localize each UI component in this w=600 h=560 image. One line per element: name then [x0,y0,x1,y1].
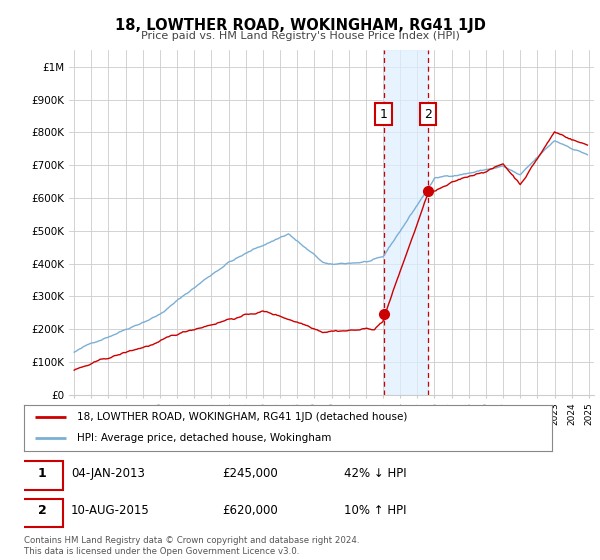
Text: 1: 1 [38,466,47,479]
Text: 2: 2 [38,505,47,517]
Text: HPI: Average price, detached house, Wokingham: HPI: Average price, detached house, Woki… [77,433,331,444]
Text: 2: 2 [424,108,432,121]
Text: 1: 1 [380,108,388,121]
Text: 42% ↓ HPI: 42% ↓ HPI [344,466,407,479]
Text: 10% ↑ HPI: 10% ↑ HPI [344,505,407,517]
Text: Price paid vs. HM Land Registry's House Price Index (HPI): Price paid vs. HM Land Registry's House … [140,31,460,41]
Text: 04-JAN-2013: 04-JAN-2013 [71,466,145,479]
Text: 18, LOWTHER ROAD, WOKINGHAM, RG41 1JD: 18, LOWTHER ROAD, WOKINGHAM, RG41 1JD [115,18,485,33]
Bar [383,50,428,395]
FancyBboxPatch shape [21,461,62,489]
FancyBboxPatch shape [21,499,62,528]
Text: £620,000: £620,000 [223,505,278,517]
Text: 10-AUG-2015: 10-AUG-2015 [71,505,149,517]
Text: £245,000: £245,000 [223,466,278,479]
Text: 18, LOWTHER ROAD, WOKINGHAM, RG41 1JD (detached house): 18, LOWTHER ROAD, WOKINGHAM, RG41 1JD (d… [77,412,407,422]
Text: Contains HM Land Registry data © Crown copyright and database right 2024.
This d: Contains HM Land Registry data © Crown c… [24,536,359,556]
